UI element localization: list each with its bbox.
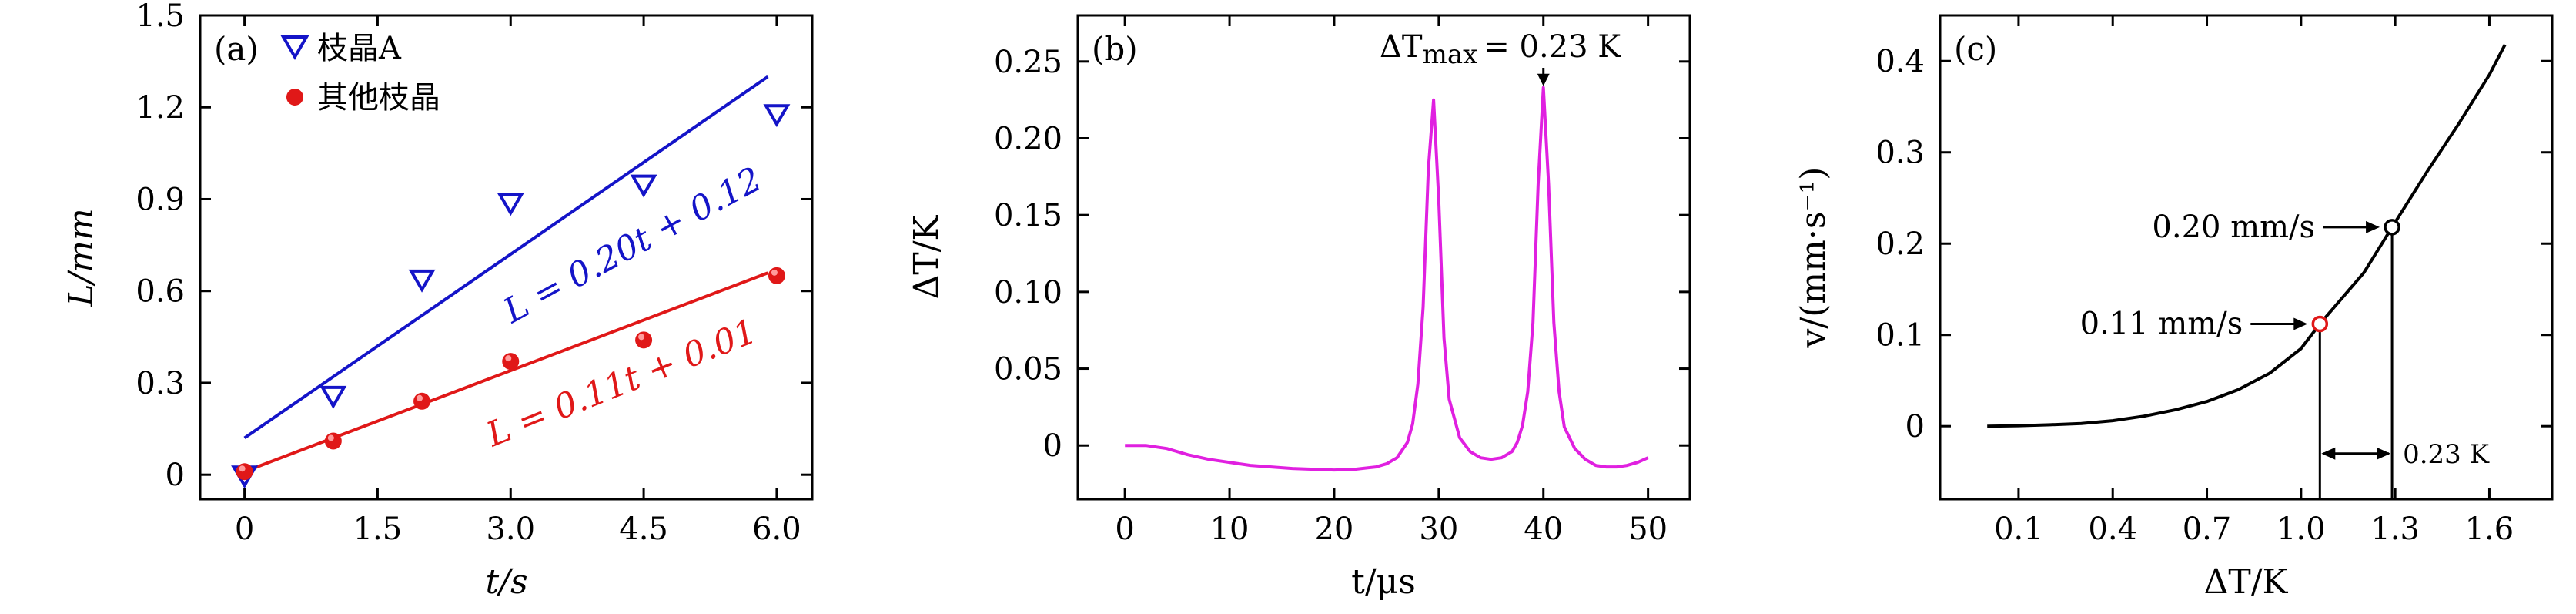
annotation-arrowhead <box>1537 73 1550 86</box>
legend-circle-marker <box>286 89 303 106</box>
interval-arrowhead-left <box>2321 447 2336 460</box>
peak-annotation: ΔTmax = 0.23 K <box>1380 29 1621 86</box>
panel-a-xtick-label: 4.5 <box>619 512 668 547</box>
fit-line-a <box>243 75 769 440</box>
panel-c-xtick-label: 0.1 <box>1994 512 2043 547</box>
panel-c-label: (c) <box>1954 30 1997 68</box>
panel-b-ytick-label: 0.20 <box>994 121 1062 156</box>
panel-c-ytick-label: 0.2 <box>1875 226 1925 262</box>
panel-a-xtick-label: 1.5 <box>353 512 403 547</box>
panel-a-frame <box>199 14 814 501</box>
data-point-b <box>635 331 653 349</box>
data-point-b <box>236 463 253 481</box>
interval-arrowhead-right <box>2377 447 2391 460</box>
data-point-a <box>497 193 524 216</box>
panel-b-ytick-label: 0 <box>1043 428 1062 464</box>
panel-b-ytick-label: 0.25 <box>994 45 1062 80</box>
data-point-b-highlight <box>638 334 645 341</box>
temperature-curve <box>1125 86 1649 472</box>
data-point-b-highlight <box>771 269 778 276</box>
panel-b-xtick-label: 0 <box>1115 512 1134 547</box>
panel-c-frame <box>1939 14 2554 501</box>
panel-c-ytick-label: 0.3 <box>1875 136 1925 171</box>
point-label-arrowhead <box>2366 220 2380 233</box>
panel-c-ytick-label: 0.4 <box>1875 44 1925 79</box>
panel-a-ytick-label: 0.6 <box>135 274 185 310</box>
annotation-sub: max <box>1423 39 1478 70</box>
panel-b-xtick-label: 50 <box>1628 512 1668 547</box>
point-label-arrowhead <box>2293 317 2308 330</box>
panel-c-ylabel: v/(mm·s⁻¹) <box>1794 167 1833 349</box>
panel-b-xtick-label: 30 <box>1419 512 1458 547</box>
panel-c-xtick-label: 0.4 <box>2088 512 2137 547</box>
panel-c-ytick-label: 0 <box>1905 409 1925 445</box>
panel-b-xtick-label: 40 <box>1524 512 1563 547</box>
legend-triangle-marker <box>280 35 309 61</box>
velocity-curve <box>1987 43 2507 428</box>
data-point-a <box>319 385 347 409</box>
data-point-b <box>324 432 342 450</box>
panel-b-xtick-label: 20 <box>1314 512 1353 547</box>
data-point-b <box>413 392 431 410</box>
annotation-value: = 0.23 K <box>1484 29 1621 65</box>
panel-a-label: (a) <box>214 30 259 68</box>
panel-a-xtick-label: 0 <box>235 512 254 547</box>
panel-a-ytick-label: 0.9 <box>135 182 185 217</box>
panel-c-xtick-label: 1.3 <box>2370 512 2420 547</box>
panel-b-xtick-label: 10 <box>1210 512 1250 547</box>
fit-label-b: L = 0.11t + 0.01 <box>480 312 762 455</box>
panel-a-ylabel: L/mm <box>62 208 101 307</box>
data-point-b-highlight <box>505 355 512 362</box>
panel-a: (a) 0 1.5 3.0 4.5 6.0 0 0.3 0.6 0.9 1.2 1.5 L/mm t… <box>62 0 814 602</box>
panel-a-ytick-label: 1.2 <box>135 90 185 126</box>
highlight-point <box>2384 219 2400 236</box>
panel-a-ytick-label: 0 <box>166 458 185 493</box>
point-label-020: 0.20 mm/s <box>2152 210 2315 245</box>
data-point-a <box>408 269 436 293</box>
interval-label: 0.23 K <box>2403 439 2490 470</box>
fit-label-a: L = 0.20t + 0.12 <box>497 159 768 331</box>
panel-c-xtick-label: 1.0 <box>2277 512 2326 547</box>
data-point-b-highlight <box>239 465 246 472</box>
annotation-main: ΔT <box>1380 29 1423 65</box>
point-label-011: 0.11 mm/s <box>2080 306 2243 341</box>
panel-c-ytick-label: 0.1 <box>1875 318 1925 354</box>
panel-a-xtick-label: 3.0 <box>486 512 535 547</box>
data-point-b-highlight <box>327 434 334 441</box>
legend-series-a: 枝晶A <box>317 31 402 66</box>
panel-b: (b) 0 10 20 30 40 50 0 0.05 0.10 0.15 0.20 0.25 ΔT/… <box>907 14 1691 602</box>
panel-b-xlabel: t/μs <box>1351 562 1416 602</box>
panel-c-xtick-label: 0.7 <box>2183 512 2232 547</box>
data-point-a <box>630 174 657 198</box>
panel-b-label: (b) <box>1092 30 1138 68</box>
annotation-delta-t: ΔTmax = 0.23 K <box>1380 29 1621 70</box>
highlight-point <box>2311 315 2329 333</box>
panel-b-ytick-label: 0.05 <box>994 352 1062 388</box>
panel-a-xtick-label: 6.0 <box>752 512 801 547</box>
panel-a-xlabel: t/s <box>485 562 527 602</box>
panel-b-ytick-label: 0.10 <box>994 275 1062 310</box>
panel-a-ytick-label: 1.5 <box>135 0 185 34</box>
panel-b-ylabel: ΔT/K <box>907 214 946 299</box>
panel-c-xtick-label: 1.6 <box>2465 512 2514 547</box>
panel-b-frame <box>1076 14 1691 501</box>
panel-a-ytick-label: 0.3 <box>135 366 185 401</box>
data-point-b-highlight <box>417 394 423 401</box>
panel-b-ytick-label: 0.15 <box>994 198 1062 233</box>
data-point-a <box>763 104 791 128</box>
panel-c: (c) 0.1 0.4 0.7 1.0 1.3 1.6 0 0.1 0.2 0.3 0.4 v/(m… <box>1794 14 2554 602</box>
panel-a-legend: 枝晶A 其他枝晶 <box>280 31 440 116</box>
legend-series-b: 其他枝晶 <box>317 80 440 116</box>
data-point-b <box>768 267 785 284</box>
data-point-b <box>502 353 520 371</box>
panel-c-xlabel: ΔT/K <box>2204 562 2289 602</box>
